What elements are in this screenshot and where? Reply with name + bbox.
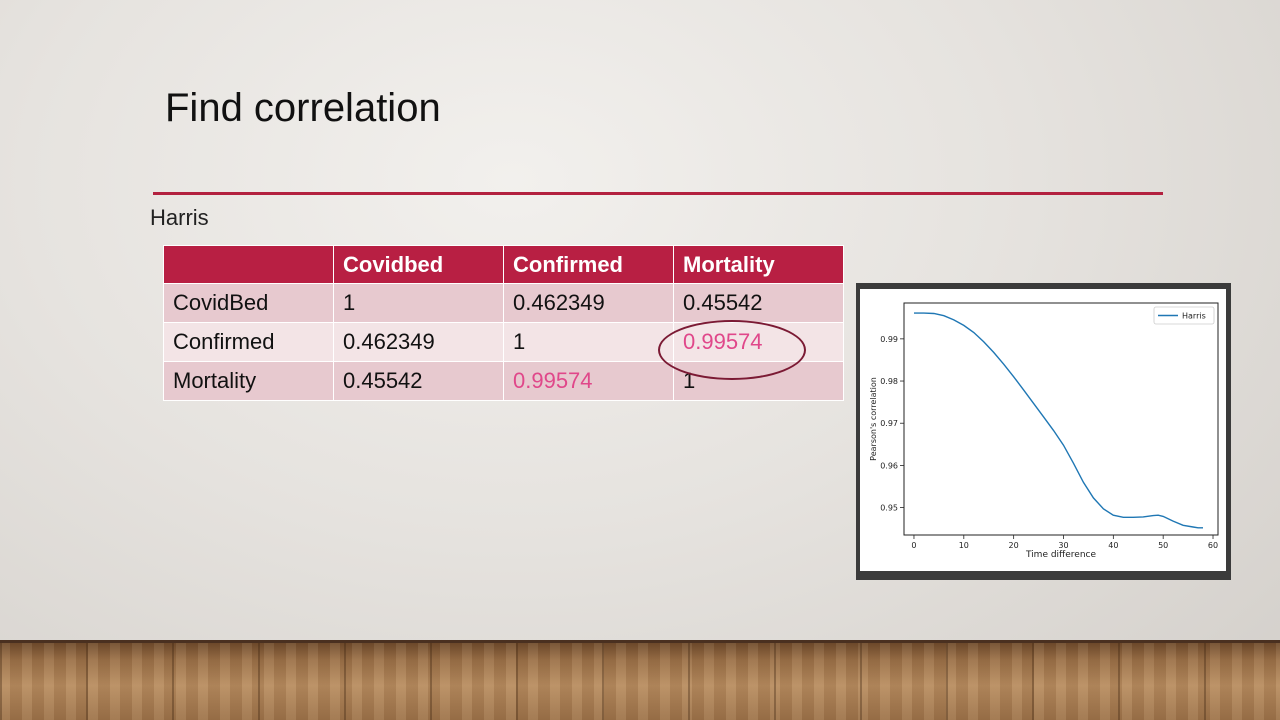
- slide-title: Find correlation: [165, 86, 441, 130]
- x-tick-label: 10: [959, 541, 969, 550]
- header-covidbed: Covidbed: [333, 245, 504, 284]
- slide-subtitle: Harris: [150, 205, 209, 230]
- y-tick-label: 0.97: [880, 419, 898, 428]
- y-tick-label: 0.98: [880, 377, 898, 386]
- y-tick-label: 0.95: [880, 504, 898, 513]
- header-mortality: Mortality: [673, 245, 844, 284]
- correlation-table: Covidbed Confirmed Mortality CovidBed 1 …: [163, 245, 844, 401]
- y-axis-ticks: 0.95 0.96 0.97 0.98 0.99: [880, 335, 904, 513]
- header-corner: [163, 245, 334, 284]
- x-tick-label: 60: [1208, 541, 1218, 550]
- row-label: CovidBed: [163, 283, 334, 323]
- table-row: Mortality 0.45542 0.99574 1: [163, 361, 844, 401]
- legend: Harris: [1153, 306, 1215, 325]
- plot-area: [903, 302, 1219, 536]
- row-label: Confirmed: [163, 322, 334, 362]
- y-axis-label: Pearson's correlation: [869, 377, 878, 461]
- correlation-line-chart: 0 10 20 30 40 50 60 0.95 0.96 0.97 0.98 0.99 Time …: [869, 302, 1219, 560]
- row-label: Mortality: [163, 361, 334, 401]
- y-tick-label: 0.96: [880, 461, 898, 470]
- x-axis-label: Time difference: [1025, 550, 1097, 560]
- x-tick-label: 40: [1108, 541, 1118, 550]
- x-tick-label: 0: [911, 541, 916, 550]
- header-confirmed: Confirmed: [503, 245, 674, 284]
- chart-frame: 0 10 20 30 40 50 60 0.95 0.96 0.97 0.98 0.99 Time …: [856, 283, 1231, 580]
- table-cell: 1: [333, 283, 504, 323]
- chart-panel: 0 10 20 30 40 50 60 0.95 0.96 0.97 0.98 0.99 Time …: [860, 289, 1226, 571]
- x-axis-ticks: 0 10 20 30 40 50 60: [911, 535, 1218, 550]
- y-tick-label: 0.99: [880, 335, 898, 344]
- table-cell: 0.45542: [333, 361, 504, 401]
- table-header-row: Covidbed Confirmed Mortality: [163, 245, 844, 284]
- x-tick-label: 30: [1058, 541, 1068, 550]
- series-line-harris: [914, 312, 1203, 529]
- x-tick-label: 20: [1009, 541, 1019, 550]
- table-cell: 0.462349: [503, 283, 674, 323]
- legend-box: [1153, 306, 1215, 325]
- table-cell: 1: [503, 322, 674, 362]
- floor-edge: [0, 640, 1280, 644]
- table-cell: 0.462349: [333, 322, 504, 362]
- table-cell: 0.45542: [673, 283, 844, 323]
- wood-floor: [0, 643, 1280, 720]
- title-divider: [153, 192, 1163, 195]
- table-row: CovidBed 1 0.462349 0.45542: [163, 283, 844, 323]
- legend-label: Harris: [1182, 312, 1206, 321]
- highlighted-cell: 0.99574: [503, 361, 674, 401]
- x-tick-label: 50: [1158, 541, 1168, 550]
- highlight-circle: [658, 320, 806, 380]
